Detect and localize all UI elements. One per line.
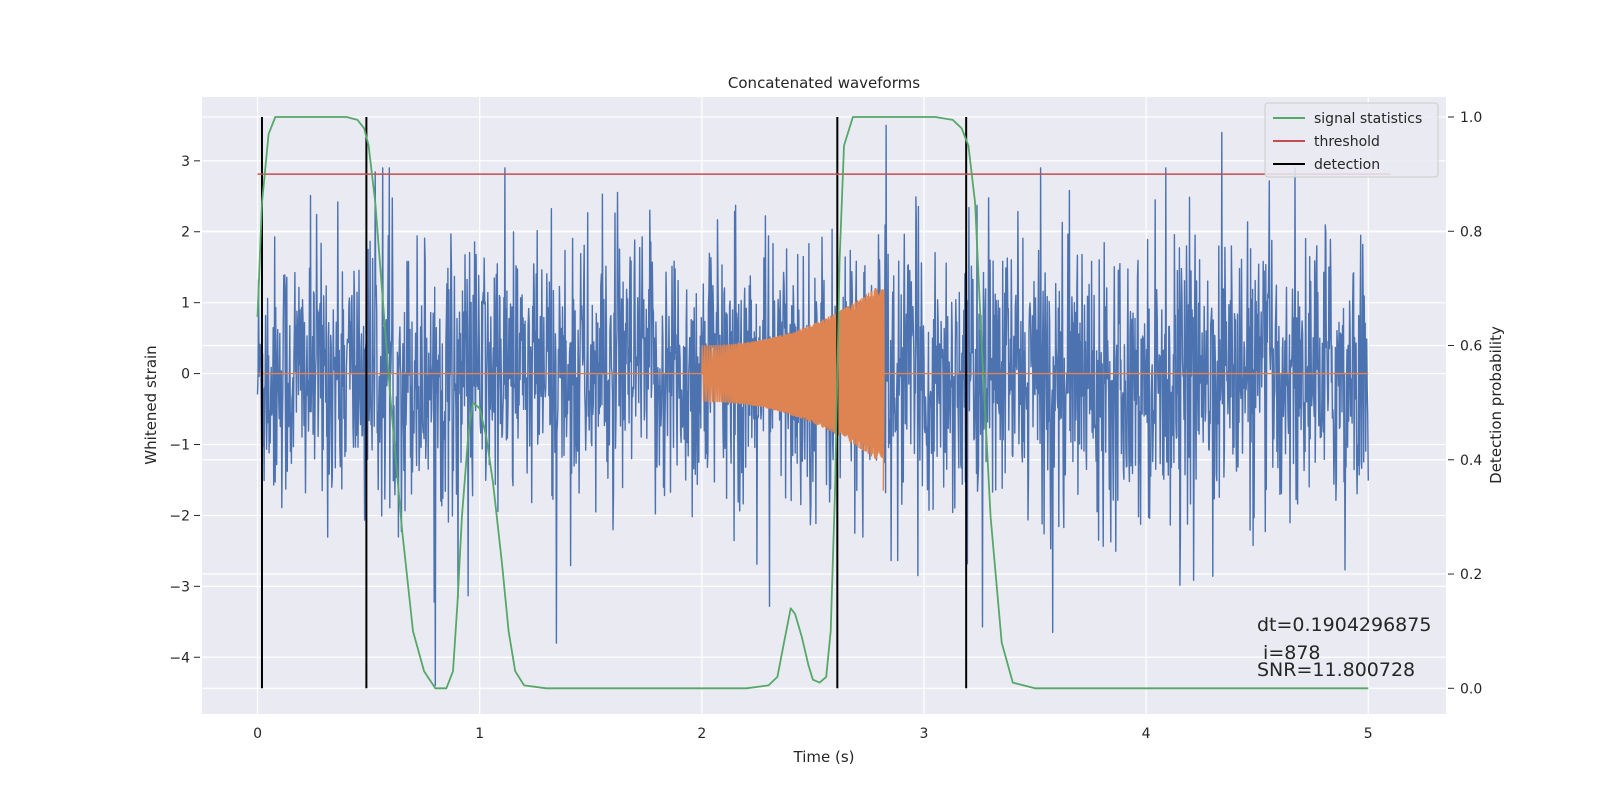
injected-signal-trace xyxy=(257,287,1369,491)
y2-tick-label: 0.2 xyxy=(1460,567,1482,583)
annotation-text: SNR=11.800728 xyxy=(1257,659,1415,681)
legend-label: detection xyxy=(1314,157,1380,173)
legend-box xyxy=(1264,102,1439,178)
y2-tick-label: 0.0 xyxy=(1460,681,1482,697)
y-tick-label: 1 xyxy=(181,296,190,312)
annotation-text: i=878 xyxy=(1257,642,1321,664)
y2-tick-label: 1.0 xyxy=(1460,110,1482,126)
y-tick-label: −3 xyxy=(169,579,190,595)
y2-tick-label: 0.6 xyxy=(1460,339,1482,355)
y2-tick-label: 0.4 xyxy=(1460,453,1482,469)
annotation-text: dt=0.1904296875 xyxy=(1257,614,1431,636)
legend: signal statistics threshold detection xyxy=(1264,102,1439,178)
legend-label: threshold xyxy=(1314,134,1380,150)
y-tick-label: 2 xyxy=(181,225,190,241)
chart-title: Concatenated waveforms xyxy=(728,74,920,92)
x-tick-label: 3 xyxy=(920,726,929,742)
ticks: 0 1 2 3 4 5 −4 −3 −2 −1 0 1 2 3 0.0 0.2 0.4 0.6 0.8 1.0 xyxy=(169,110,1482,742)
x-tick-label: 1 xyxy=(475,726,484,742)
y2-tick-label: 0.8 xyxy=(1460,224,1482,240)
x-tick-label: 4 xyxy=(1142,726,1151,742)
y-tick-label: −1 xyxy=(169,438,190,454)
y-axis-label: Whitened strain xyxy=(142,345,160,464)
x-tick-label: 0 xyxy=(253,726,262,742)
y2-axis-label: Detection probability xyxy=(1487,326,1505,484)
signal-statistics-line xyxy=(256,116,1369,690)
y-tick-label: 3 xyxy=(181,154,190,170)
plot-marks xyxy=(256,116,1391,690)
legend-label: signal statistics xyxy=(1314,111,1422,127)
y-tick-label: 0 xyxy=(181,367,190,383)
x-tick-label: 2 xyxy=(697,726,706,742)
y-tick-label: −4 xyxy=(169,650,190,666)
x-axis-label: Time (s) xyxy=(793,748,855,766)
y-tick-label: −2 xyxy=(169,508,190,524)
x-tick-label: 5 xyxy=(1364,726,1373,742)
